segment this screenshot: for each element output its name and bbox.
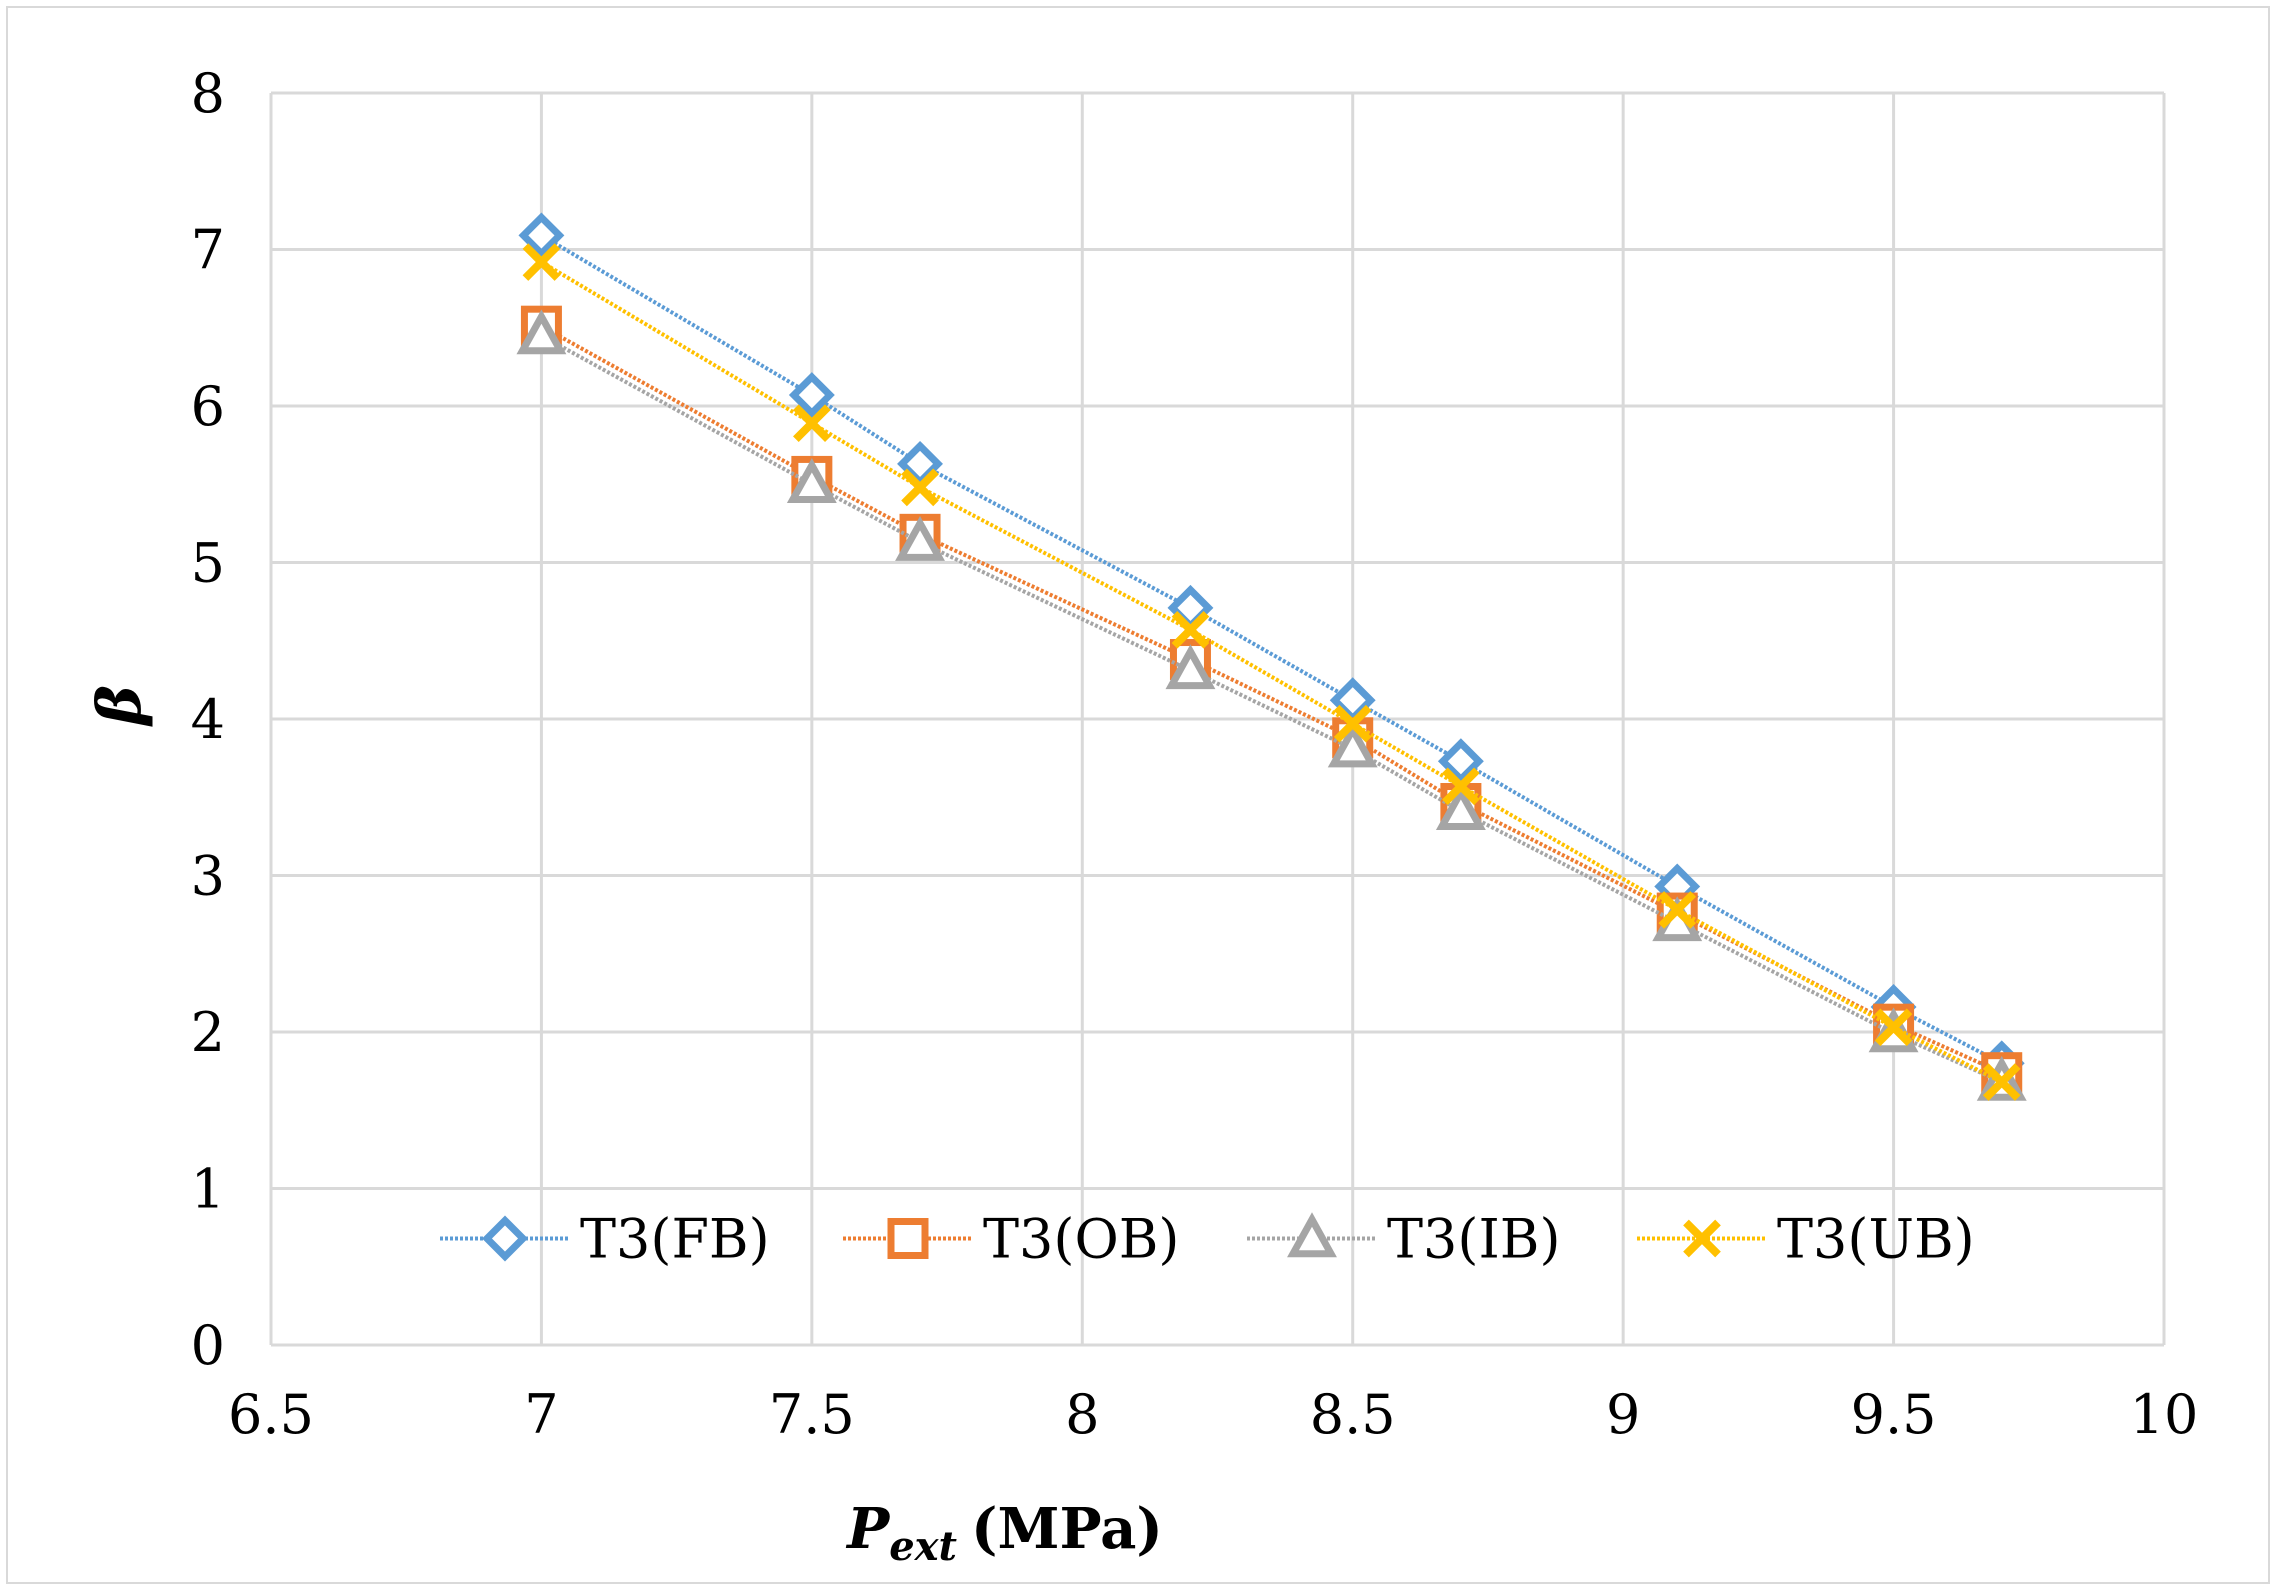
legend-marker — [1683, 1219, 1721, 1258]
legend-marker — [1287, 1212, 1337, 1258]
data-point — [1435, 785, 1486, 831]
y-tick-label: 4 — [191, 688, 225, 751]
x-tick-label: 8.5 — [1310, 1383, 1396, 1446]
x-tick-label: 7 — [524, 1383, 558, 1446]
y-tick-label: 6 — [191, 375, 225, 438]
y-tick-label: 1 — [191, 1158, 225, 1221]
y-tick-label: 2 — [191, 1001, 225, 1064]
data-point — [1333, 704, 1372, 743]
data-point — [1442, 767, 1480, 806]
x-tick-label: 7.5 — [769, 1383, 855, 1446]
legend-marker — [887, 1218, 929, 1259]
y-tick-label: 0 — [191, 1314, 225, 1377]
legend-item: T3(OB) — [843, 1208, 1179, 1271]
series-t3-ib- — [516, 309, 2027, 1101]
x-axis-symbol: P — [845, 1496, 891, 1562]
data-point — [516, 309, 567, 355]
y-axis-title: β — [85, 685, 155, 727]
series-line — [540, 324, 2003, 1075]
legend-label: T3(UB) — [1777, 1208, 1975, 1271]
legend-item: T3(UB) — [1637, 1208, 1975, 1271]
series-line — [540, 260, 2003, 1084]
data-point — [1171, 610, 1210, 649]
data-point — [793, 404, 831, 443]
y-tick-label: 5 — [191, 532, 225, 595]
y-tick-label: 3 — [191, 845, 225, 908]
x-tick-label: 8 — [1065, 1383, 1099, 1446]
legend-marker — [482, 1215, 528, 1262]
legend-label: T3(OB) — [983, 1208, 1179, 1271]
series-line — [540, 233, 2003, 1066]
data-point — [1658, 891, 1697, 929]
x-tick-label: 10 — [2130, 1383, 2199, 1446]
data-point — [522, 243, 561, 281]
y-tick-label: 7 — [191, 219, 225, 282]
series-t3-fb- — [518, 212, 2025, 1087]
data-point — [786, 458, 837, 503]
y-tick-label: 8 — [191, 62, 225, 125]
data-point — [901, 468, 939, 507]
x-tick-label: 9 — [1606, 1383, 1640, 1446]
data-point — [1165, 644, 1216, 690]
legend: T3(FB) T3(OB) T3(IB) T3(UB) — [440, 1208, 1975, 1271]
legend-label: T3(IB) — [1387, 1208, 1561, 1271]
axes: 6.5 7 7.5 8 8.5 9 9.5 10 0 1 2 3 4 5 6 7 8 — [191, 62, 2199, 1446]
data-point — [1874, 1008, 1913, 1047]
x-axis-subscript: ext — [889, 1523, 957, 1570]
series — [516, 212, 2027, 1101]
x-axis-unit: (MPa) — [971, 1496, 1163, 1562]
legend-label: T3(FB) — [580, 1208, 770, 1271]
series-t3-ub- — [522, 243, 2021, 1101]
x-tick-label: 9.5 — [1851, 1383, 1937, 1446]
x-axis-title: Pext (MPa) — [845, 1496, 1163, 1570]
data-point — [1437, 738, 1484, 785]
data-point — [1327, 722, 1378, 768]
x-tick-label: 6.5 — [228, 1383, 314, 1446]
legend-item: T3(IB) — [1247, 1208, 1561, 1271]
data-point — [788, 372, 835, 418]
legend-item: T3(FB) — [440, 1208, 770, 1271]
data-point — [895, 515, 945, 561]
grid — [269, 91, 2166, 1347]
data-point — [1982, 1063, 2021, 1101]
data-point — [518, 212, 565, 259]
